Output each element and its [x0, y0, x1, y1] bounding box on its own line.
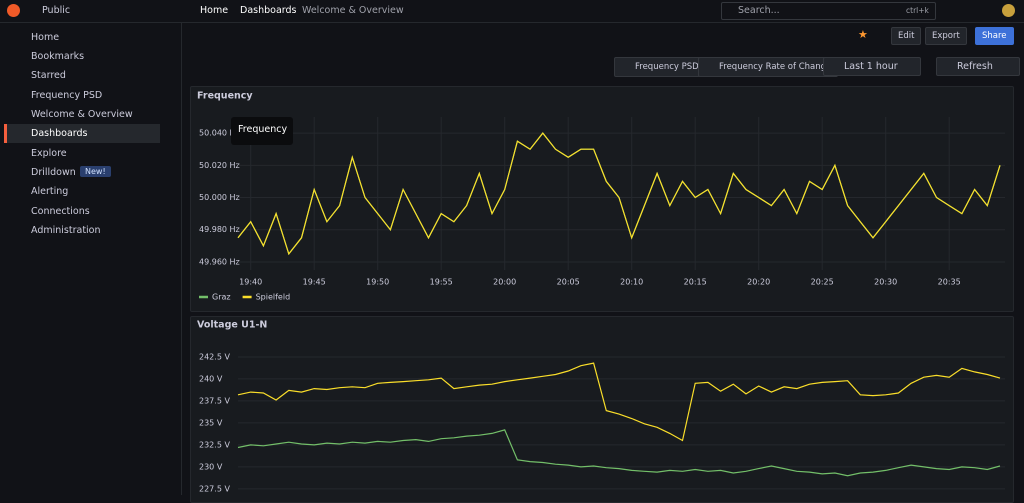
legend-label: Graz	[212, 293, 231, 302]
series-line	[237, 362, 1001, 442]
search-shortcut: ctrl+k	[906, 6, 929, 15]
breadcrumb[interactable]: Dashboards	[240, 5, 297, 16]
x-tick-label: 20:35	[938, 278, 961, 287]
starred-item[interactable]: Welcome & Overview	[31, 109, 133, 120]
sidebar	[0, 23, 182, 495]
refresh-button[interactable]: Refresh	[936, 57, 1020, 76]
nav-item[interactable]: Connections	[31, 206, 90, 217]
logo[interactable]	[7, 4, 20, 17]
x-tick-label: 19:55	[430, 278, 453, 287]
x-tick-label: 20:10	[620, 278, 643, 287]
x-tick-label: 20:25	[811, 278, 834, 287]
breadcrumb[interactable]: Welcome & Overview	[302, 5, 404, 16]
series-line	[237, 429, 1001, 477]
export-button[interactable]: Export	[925, 27, 967, 45]
y-tick-label: 50.040 Hz	[199, 129, 240, 138]
panel-title: Voltage U1-N	[197, 320, 267, 331]
x-tick-label: 20:30	[874, 278, 897, 287]
breadcrumb[interactable]: Home	[200, 5, 229, 16]
y-tick-label: 235 V	[199, 418, 223, 427]
x-tick-label: 20:00	[493, 278, 516, 287]
new-badge: New!	[80, 166, 111, 177]
x-tick-label: 19:50	[366, 278, 389, 287]
nav-item[interactable]: Explore	[31, 148, 67, 159]
top-bar	[0, 0, 1024, 23]
y-tick-label: 50.000 Hz	[199, 193, 240, 202]
y-tick-label: 240 V	[199, 374, 223, 383]
tooltip: Frequency	[231, 117, 293, 145]
nav-item[interactable]: Alerting	[31, 186, 69, 197]
x-tick-label: 20:15	[684, 278, 707, 287]
y-tick-label: 227.5 V	[199, 484, 230, 493]
share-button[interactable]: Share	[975, 27, 1014, 45]
edit-button[interactable]: Edit	[891, 27, 922, 45]
x-tick-label: 20:05	[557, 278, 580, 287]
nav-item[interactable]: Drilldown	[31, 167, 76, 178]
x-tick-label: 19:40	[239, 278, 262, 287]
starred-item[interactable]: Frequency PSD	[31, 90, 103, 101]
dashboard-link[interactable]: Frequency PSD	[614, 57, 706, 77]
panel-title: Frequency	[197, 91, 253, 102]
nav-item[interactable]: Administration	[31, 225, 101, 236]
time-picker[interactable]: Last 1 hour	[823, 57, 921, 76]
legend-label: Spielfeld	[256, 293, 291, 302]
y-tick-label: 242.5 V	[199, 352, 230, 361]
nav-item[interactable]: Home	[31, 32, 60, 43]
nav-active	[4, 124, 160, 143]
x-tick-label: 19:45	[303, 278, 326, 287]
y-tick-label: 49.960 Hz	[199, 257, 240, 266]
y-tick-label: 50.020 Hz	[199, 161, 240, 170]
nav-item[interactable]: Bookmarks	[31, 51, 85, 62]
y-tick-label: 232.5 V	[199, 440, 230, 449]
org-switcher[interactable]: Public	[42, 5, 71, 16]
panel	[190, 86, 1014, 312]
y-tick-label: 237.5 V	[199, 396, 230, 405]
star-icon[interactable]: ★	[858, 28, 868, 41]
nav-item[interactable]: Starred	[31, 70, 66, 81]
series-line	[237, 132, 1001, 256]
search-placeholder: Search...	[738, 5, 780, 16]
search-box[interactable]	[721, 2, 936, 20]
y-tick-label: 49.980 Hz	[199, 225, 240, 234]
x-tick-label: 20:20	[747, 278, 770, 287]
avatar[interactable]	[1002, 4, 1015, 17]
nav-item[interactable]: Dashboards	[31, 128, 88, 139]
y-tick-label: 230 V	[199, 462, 223, 471]
